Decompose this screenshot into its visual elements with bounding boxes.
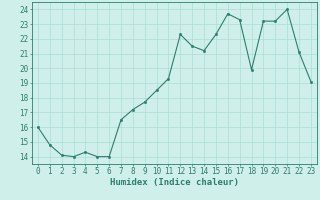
X-axis label: Humidex (Indice chaleur): Humidex (Indice chaleur) xyxy=(110,178,239,187)
